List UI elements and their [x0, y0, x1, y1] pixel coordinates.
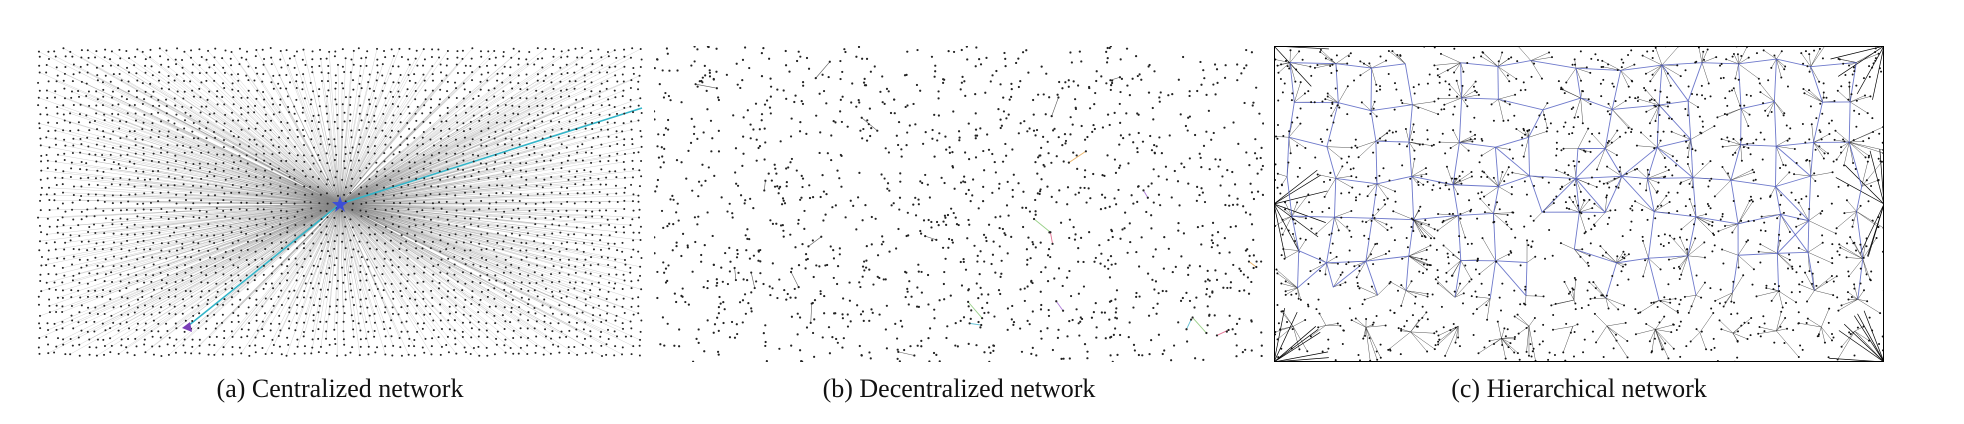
hierarchical-network-graph	[1274, 46, 1884, 362]
end-node-marker-icon	[182, 322, 192, 332]
central-node-star-icon	[332, 196, 348, 212]
network-nodes	[654, 46, 1264, 362]
caption-hierarchical: (c) Hierarchical network	[1451, 374, 1707, 403]
backbone-overlay	[1286, 58, 1864, 301]
panel-border	[1274, 46, 1884, 362]
decentralized-network-graph	[654, 46, 1264, 362]
caption-decentralized: (b) Decentralized network	[822, 374, 1096, 403]
network-nodes	[1274, 46, 1884, 362]
decentralized-network-diagram	[654, 46, 1264, 362]
cluster-edges	[1274, 46, 1884, 362]
caption-centralized: (a) Centralized network	[216, 374, 464, 403]
mesh-edges	[695, 61, 1257, 356]
highlight-path	[339, 107, 643, 205]
centralized-network-diagram	[36, 46, 644, 362]
network-nodes	[37, 47, 643, 357]
centralized-network-graph	[37, 47, 643, 357]
hierarchical-network-diagram	[1274, 46, 1884, 362]
